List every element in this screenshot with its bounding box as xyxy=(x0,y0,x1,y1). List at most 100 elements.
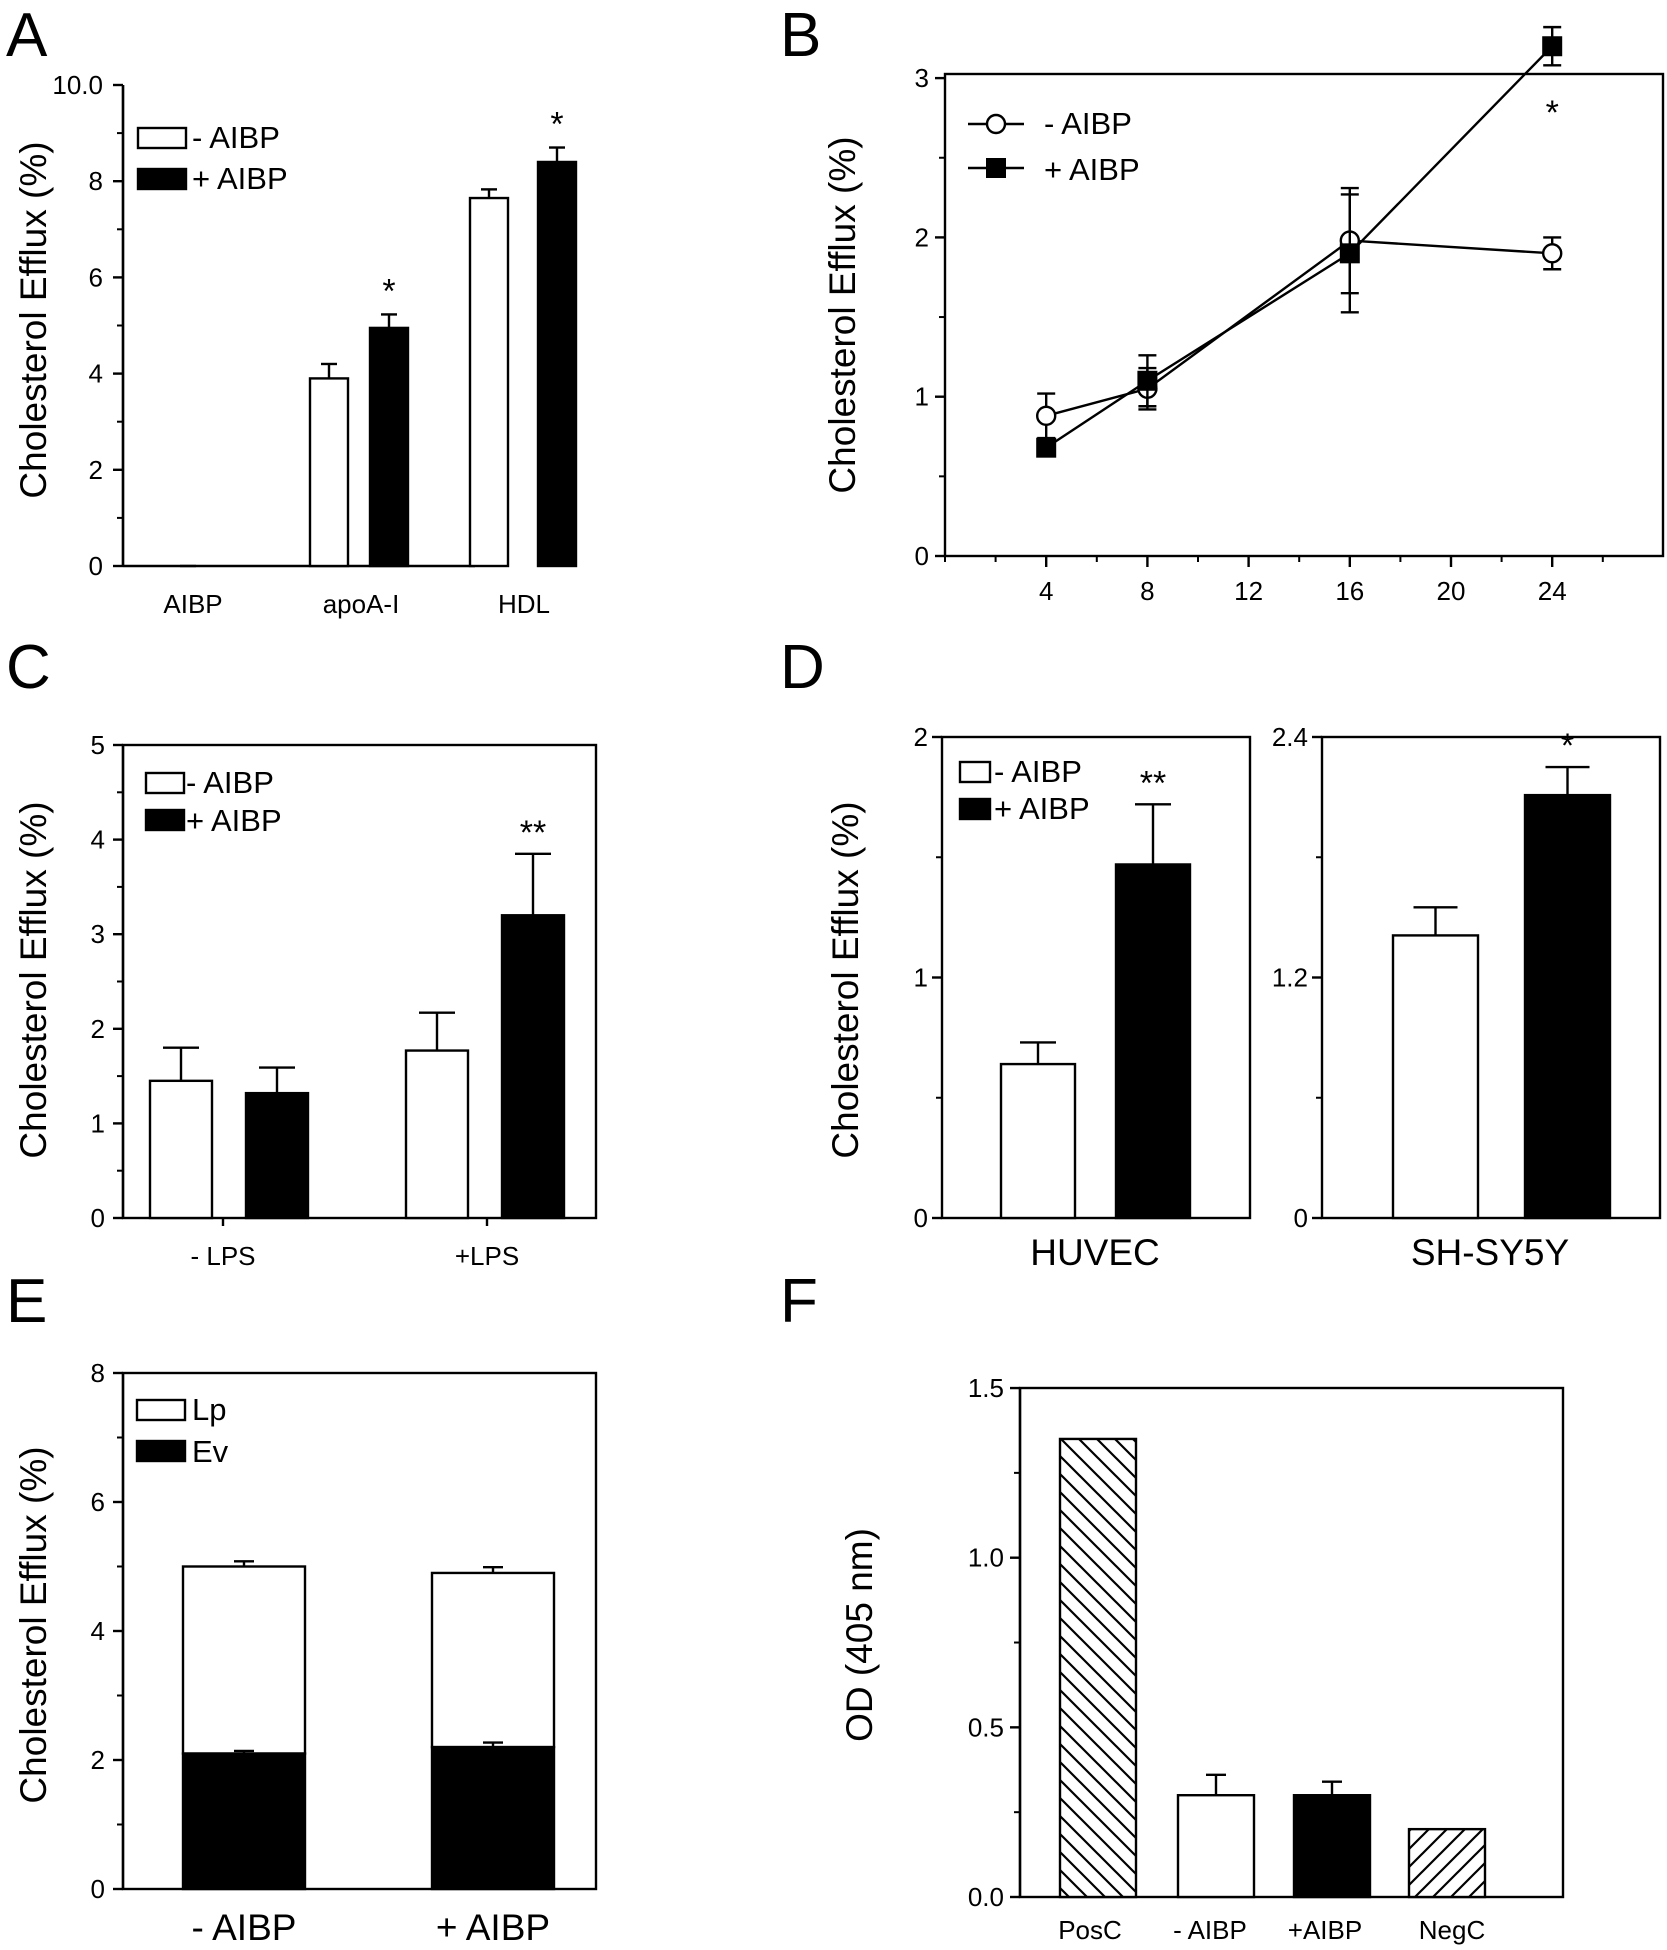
y-tick-label: 3 xyxy=(915,63,929,93)
error-bar-ev xyxy=(483,1741,503,1748)
bar-minus-aibp xyxy=(1391,934,1480,1220)
legend-label: + AIBP xyxy=(994,791,1090,826)
panel-c: 0 1 2 3 4 5 Cholesterol Efflux (%) - LPS +LPS ** -… xyxy=(13,730,598,1271)
x-tick-label: 4 xyxy=(1039,576,1053,606)
error-bar xyxy=(163,1046,199,1081)
panel-label: C xyxy=(6,633,51,702)
legend: - AIBP + AIBP xyxy=(136,120,288,196)
significance-marker: ** xyxy=(520,814,546,852)
legend-swatch-minus-aibp xyxy=(136,126,188,150)
y-tick-label: 0.0 xyxy=(968,1882,1004,1912)
plot-frame xyxy=(943,72,1665,558)
stacked-bar xyxy=(430,1565,556,1891)
legend: - AIBP + AIBP xyxy=(968,106,1140,187)
y-axis-label: Cholesterol Efflux (%) xyxy=(822,136,863,493)
y-tick-label: 4 xyxy=(91,1616,105,1646)
y-tick-label: 1.0 xyxy=(968,1543,1004,1573)
x-tick-label: HDL xyxy=(498,589,550,619)
y-tick-label: 2 xyxy=(91,1014,105,1044)
legend-label: Lp xyxy=(192,1392,226,1427)
y-tick-label: 0 xyxy=(1294,1203,1308,1233)
bar-negc xyxy=(1407,1827,1487,1899)
bar-plus-aibp xyxy=(536,160,578,568)
legend-label: + AIBP xyxy=(186,803,282,838)
x-category-label: SH-SY5Y xyxy=(1411,1232,1569,1273)
error-bar xyxy=(1020,1041,1056,1065)
y-tick-label: 1 xyxy=(914,963,928,993)
panel-label: E xyxy=(6,1267,47,1336)
bar-segment-ev xyxy=(181,1752,307,1891)
error-bar xyxy=(1135,803,1171,865)
series-line xyxy=(1045,45,1554,449)
y-tick-label: 3 xyxy=(91,919,105,949)
data-point xyxy=(1035,405,1057,427)
bar-aibp xyxy=(1292,1794,1372,1899)
y-axis-label: Cholesterol Efflux (%) xyxy=(13,1446,54,1803)
y-axis-label: Cholesterol Efflux (%) xyxy=(825,801,866,1158)
error-bar xyxy=(1545,765,1590,796)
y-tick-label: 10.0 xyxy=(52,70,103,100)
y-axis-label: Cholesterol Efflux (%) xyxy=(13,141,54,498)
panel-label: F xyxy=(780,1267,818,1336)
significance-marker: * xyxy=(550,106,563,144)
legend: - AIBP+ AIBP xyxy=(144,765,282,838)
error-bar xyxy=(515,852,551,916)
significance-marker: * xyxy=(1561,727,1574,765)
legend-label: + AIBP xyxy=(192,161,288,196)
bar-group xyxy=(308,313,410,568)
bar-plus-aibp xyxy=(1523,793,1612,1220)
x-tick-label: AIBP xyxy=(163,589,222,619)
x-tick-label: - AIBP xyxy=(1173,1915,1247,1945)
bar-plus-aibp xyxy=(368,326,410,568)
legend: Lp Ev xyxy=(135,1392,229,1469)
legend-label: + AIBP xyxy=(1044,152,1140,187)
y-tick-label: 1.2 xyxy=(1272,963,1308,993)
bar-group xyxy=(468,146,578,568)
y-axis-label: OD (405 nm) xyxy=(839,1528,880,1742)
y-tick-label: 5 xyxy=(91,730,105,760)
panel-label: D xyxy=(780,633,825,702)
data-point xyxy=(1137,370,1158,391)
x-tick-label: PosC xyxy=(1058,1915,1122,1945)
bar-minus-aibp xyxy=(468,196,510,568)
x-tick-label: 16 xyxy=(1335,576,1364,606)
y-tick-label: 0 xyxy=(91,1874,105,1904)
y-tick-label: 8 xyxy=(91,1358,105,1388)
legend-swatch-minus-aibp xyxy=(144,771,186,795)
bar-group xyxy=(1407,1827,1487,1899)
legend-label: - AIBP xyxy=(1044,106,1132,141)
bar-aibp xyxy=(1176,1794,1256,1899)
panel-e: 0 2 4 6 8 Cholesterol Efflux (%) - AIBP + AIBP L… xyxy=(13,1358,598,1948)
series-line xyxy=(1045,239,1553,417)
x-tick-label: NegC xyxy=(1419,1915,1485,1945)
error-bar xyxy=(321,362,337,379)
x-tick-label: +LPS xyxy=(455,1241,519,1271)
error-bar xyxy=(549,146,565,162)
error-bar-total xyxy=(483,1565,503,1573)
y-axis-label: Cholesterol Efflux (%) xyxy=(13,801,54,1158)
data-point xyxy=(1339,243,1360,264)
bar-plus-aibp xyxy=(500,914,566,1220)
bar-group xyxy=(404,852,566,1220)
legend-label: - AIBP xyxy=(186,765,274,800)
bar-minus-aibp xyxy=(404,1049,470,1220)
legend-swatch-minus-aibp xyxy=(958,760,992,784)
y-tick-label: 4 xyxy=(91,825,105,855)
y-tick-label: 2 xyxy=(914,722,928,752)
legend-marker-open-circle xyxy=(985,113,1007,135)
bar-segment-lp xyxy=(181,1565,307,1755)
legend-label: - AIBP xyxy=(192,120,280,155)
legend-marker-filled-square xyxy=(986,158,1006,178)
legend: - AIBP+ AIBP xyxy=(958,754,1090,826)
y-tick-label: 4 xyxy=(89,359,103,389)
y-tick-label: 1 xyxy=(915,382,929,412)
legend-label: Ev xyxy=(192,1434,229,1469)
y-tick-label: 2 xyxy=(89,455,103,485)
subplot-huvec: 0 1 2 ** HUVEC - AIBP+ AIBP xyxy=(914,722,1252,1273)
bar-group xyxy=(1176,1773,1256,1899)
y-tick-label: 1.5 xyxy=(968,1373,1004,1403)
significance-marker: * xyxy=(382,272,395,310)
bar-plus-aibp xyxy=(1114,863,1192,1220)
error-bar xyxy=(1413,906,1458,936)
legend-swatch-plus-aibp xyxy=(958,797,992,821)
